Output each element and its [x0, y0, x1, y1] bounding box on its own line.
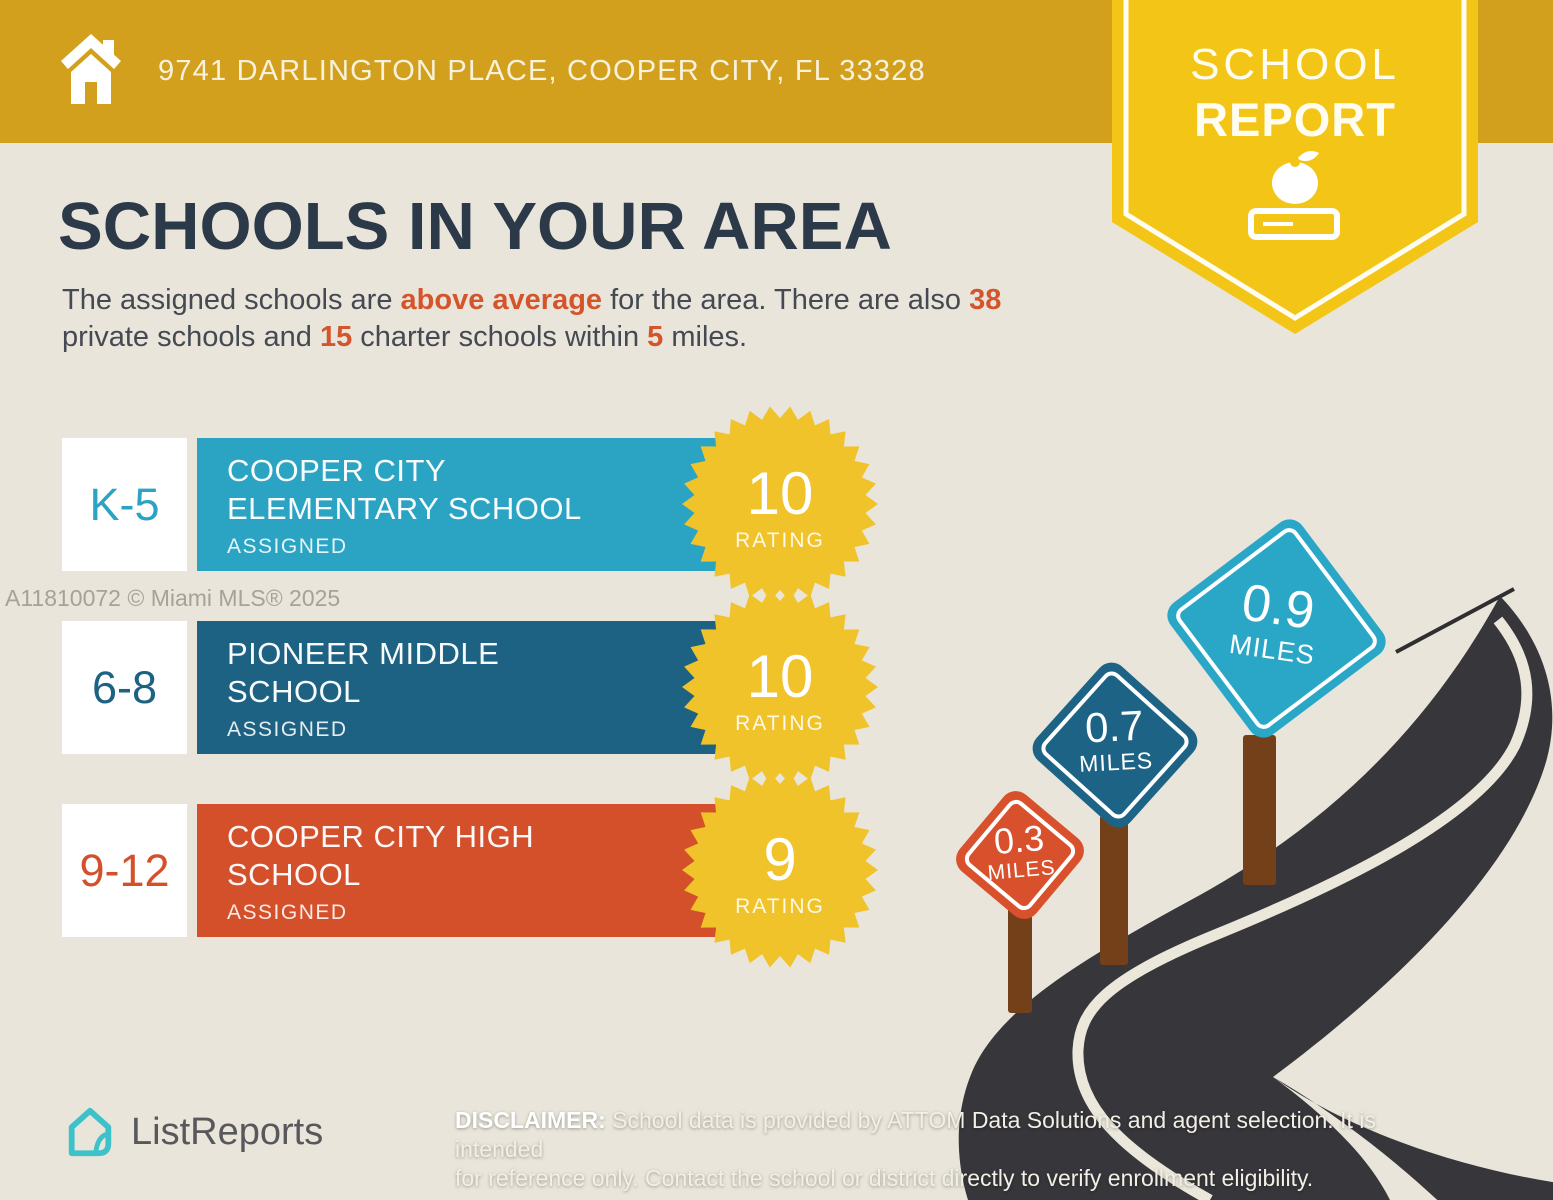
school-row-elementary: K-5 COOPER CITY ELEMENTARY SCHOOL ASSIGN… — [62, 438, 862, 571]
starburst-icon — [682, 406, 878, 602]
school-row-middle: 6-8 PIONEER MIDDLE SCHOOL ASSIGNED — [62, 621, 862, 754]
ribbon-line1: SCHOOL — [1190, 40, 1400, 89]
school-name: PIONEER MIDDLE SCHOOL — [227, 636, 500, 709]
assigned-label: ASSIGNED — [227, 901, 348, 924]
school-bar: COOPER CITY HIGH SCHOOL ASSIGNED — [197, 804, 718, 937]
disclaimer-label: DISCLAIMER: — [455, 1107, 606, 1133]
rating-badge-high: 9 RATING — [680, 770, 880, 970]
starburst-icon — [682, 589, 878, 785]
rating-value: 10 — [746, 459, 814, 527]
apple-book-icon — [1248, 151, 1340, 240]
rating-badge-elementary: 10 RATING — [680, 404, 880, 604]
rating-label: RATING — [735, 711, 825, 735]
page-title: SCHOOLS IN YOUR AREA — [58, 189, 892, 264]
grade-range: 6-8 — [62, 621, 187, 754]
house-icon — [61, 34, 121, 104]
property-address: 9741 DARLINGTON PLACE, COOPER CITY, FL 3… — [158, 55, 926, 87]
ribbon-line2: REPORT — [1194, 93, 1396, 146]
highlight-above-average: above average — [400, 284, 603, 316]
school-bar: COOPER CITY ELEMENTARY SCHOOL ASSIGNED — [197, 438, 718, 571]
rating-value: 9 — [763, 825, 797, 893]
intro-paragraph: The assigned schools are above average f… — [62, 284, 1002, 353]
school-bar: PIONEER MIDDLE SCHOOL ASSIGNED — [197, 621, 718, 754]
sign-post-0.9 — [1243, 735, 1276, 885]
highlight-private-count: 38 — [969, 284, 1002, 316]
road-main — [958, 596, 1553, 1200]
road-corner — [1273, 1077, 1553, 1200]
rating-label: RATING — [735, 894, 825, 918]
school-name: COOPER CITY HIGH SCHOOL — [227, 819, 535, 892]
highlight-charter-count: 15 — [319, 321, 353, 353]
grade-range: K-5 — [62, 438, 187, 571]
school-row-high: 9-12 COOPER CITY HIGH SCHOOL ASSIGNED — [62, 804, 862, 937]
ribbon-title: SCHOOL REPORT — [1112, 40, 1478, 147]
starburst-icon — [682, 772, 878, 968]
mls-watermark: A11810072 © Miami MLS® 2025 — [5, 585, 341, 611]
assigned-label: ASSIGNED — [227, 718, 348, 741]
school-name: COOPER CITY ELEMENTARY SCHOOL — [227, 453, 582, 526]
road-center-line — [1072, 616, 1533, 1200]
highlight-miles: 5 — [647, 321, 664, 353]
sign-post-0.7 — [1100, 815, 1128, 965]
listreports-logo: ListReports — [63, 1103, 323, 1161]
rating-value: 10 — [746, 642, 814, 710]
rating-badge-middle: 10 RATING — [680, 587, 880, 787]
assigned-label: ASSIGNED — [227, 535, 348, 558]
road-horizon-line — [1395, 587, 1515, 654]
listreports-house-icon — [68, 1107, 112, 1157]
rating-label: RATING — [735, 528, 825, 552]
brand-name: ListReports — [131, 1110, 324, 1153]
grade-range: 9-12 — [62, 804, 187, 937]
disclaimer-text: DISCLAIMER: School data is provided by A… — [455, 1107, 1376, 1191]
